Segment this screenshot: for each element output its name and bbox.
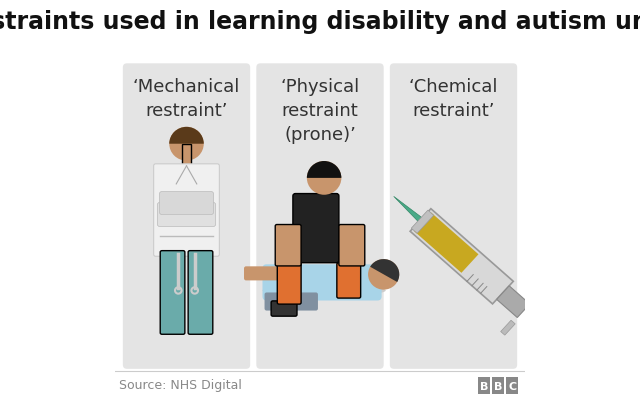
Polygon shape	[394, 197, 422, 223]
FancyBboxPatch shape	[160, 251, 185, 334]
Text: ‘Mechanical
restraint’: ‘Mechanical restraint’	[133, 78, 240, 119]
FancyBboxPatch shape	[277, 261, 301, 304]
FancyBboxPatch shape	[159, 192, 214, 215]
Text: Restraints used in learning disability and autism units: Restraints used in learning disability a…	[0, 10, 640, 34]
Polygon shape	[412, 211, 434, 234]
Polygon shape	[500, 320, 515, 335]
FancyBboxPatch shape	[182, 144, 191, 166]
Polygon shape	[414, 213, 479, 273]
FancyBboxPatch shape	[271, 301, 297, 316]
Circle shape	[307, 162, 341, 195]
FancyBboxPatch shape	[154, 164, 220, 257]
FancyBboxPatch shape	[275, 225, 301, 266]
Polygon shape	[532, 287, 547, 302]
FancyBboxPatch shape	[188, 251, 212, 334]
FancyBboxPatch shape	[478, 377, 490, 394]
Text: B: B	[480, 381, 488, 391]
FancyBboxPatch shape	[293, 194, 339, 263]
FancyBboxPatch shape	[157, 203, 216, 227]
FancyBboxPatch shape	[262, 265, 381, 301]
FancyBboxPatch shape	[339, 225, 365, 266]
Text: ‘Physical
restraint
(prone)’: ‘Physical restraint (prone)’	[280, 78, 360, 143]
FancyBboxPatch shape	[390, 64, 517, 369]
Text: Source: NHS Digital: Source: NHS Digital	[119, 378, 242, 391]
Circle shape	[169, 128, 204, 161]
FancyBboxPatch shape	[337, 263, 361, 298]
FancyBboxPatch shape	[492, 377, 504, 394]
Wedge shape	[370, 259, 399, 282]
Text: ‘Chemical
restraint’: ‘Chemical restraint’	[409, 78, 499, 119]
FancyBboxPatch shape	[123, 64, 250, 369]
Text: C: C	[508, 381, 516, 391]
Circle shape	[368, 259, 399, 290]
Ellipse shape	[262, 285, 386, 297]
Polygon shape	[497, 286, 530, 318]
FancyBboxPatch shape	[506, 377, 518, 394]
FancyBboxPatch shape	[244, 267, 281, 281]
Wedge shape	[307, 162, 341, 178]
Polygon shape	[410, 209, 513, 304]
Wedge shape	[169, 128, 204, 144]
Text: B: B	[494, 381, 502, 391]
FancyBboxPatch shape	[257, 64, 383, 369]
FancyBboxPatch shape	[264, 293, 318, 311]
